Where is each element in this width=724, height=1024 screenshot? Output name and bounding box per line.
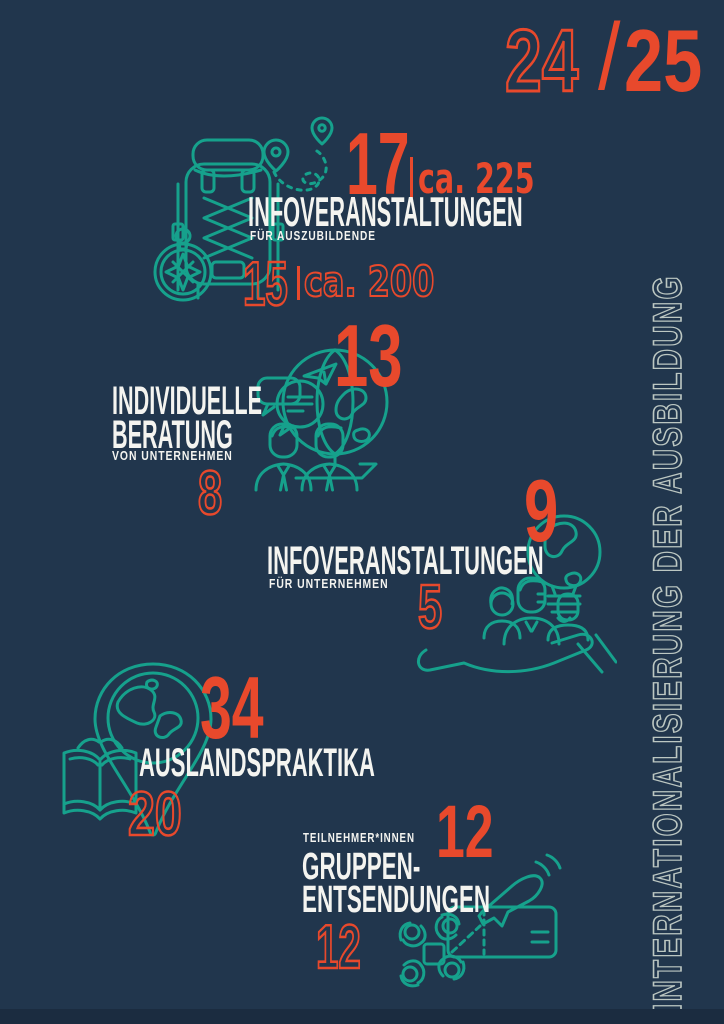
section-title: AUSLANDSPRAKTIKA <box>139 741 375 785</box>
section-subtitle: VON UNTERNEHMEN <box>112 448 233 463</box>
section-title: INFOVERANSTALTUNGEN <box>248 188 523 235</box>
backpack-compass-icon <box>153 138 285 302</box>
value-divider <box>297 266 300 300</box>
value-current: 17 <box>346 114 410 213</box>
globe-speech-consultants-icon <box>254 348 389 492</box>
airplane-passport-group-icon <box>398 853 562 988</box>
route-map-pins-icon <box>262 116 334 192</box>
value-current-extra: ca. 225 <box>418 154 535 203</box>
footer-strip <box>0 1009 724 1024</box>
value-current: 12 <box>436 790 494 873</box>
section-title-line2: ENTSENDUNGEN <box>302 879 491 921</box>
value-current: 9 <box>524 461 559 560</box>
lightbulb-globe-hand-people-icon <box>417 514 617 674</box>
school-year-current: 25 <box>624 11 703 110</box>
map-pin-globe-book-icon <box>62 662 213 837</box>
value-divider <box>410 157 413 199</box>
section-title: INFOVERANSTALTUNGEN <box>267 539 544 583</box>
value-current: 34 <box>200 658 264 757</box>
value-previous: 20 <box>127 780 183 849</box>
side-title-text: INTERNATIONALISIERUNG DER AUSBILDUNG <box>645 274 690 1013</box>
school-year-separator: / <box>598 4 621 110</box>
value-previous: 5 <box>417 573 443 642</box>
school-year-previous: 24 <box>504 11 580 110</box>
side-title: INTERNATIONALISIERUNG DER AUSBILDUNG <box>645 15 690 1013</box>
section-title-line1: INDIVIDUELLE <box>112 379 263 423</box>
value-current: 13 <box>334 306 403 405</box>
value-previous: 15 <box>242 250 289 319</box>
section-title-line1: GRUPPEN- <box>302 846 421 888</box>
participants-label: TEILNEHMER*INNEN <box>303 830 415 845</box>
section-title-line2: BERATUNG <box>112 413 233 457</box>
value-previous-extra: ca. 200 <box>303 257 435 306</box>
section-subtitle: FÜR UNTERNEHMEN <box>269 576 389 591</box>
value-previous: 12 <box>315 913 362 982</box>
section-subtitle: FÜR AUSZUBILDENDE <box>250 228 376 243</box>
value-previous: 8 <box>197 459 223 528</box>
